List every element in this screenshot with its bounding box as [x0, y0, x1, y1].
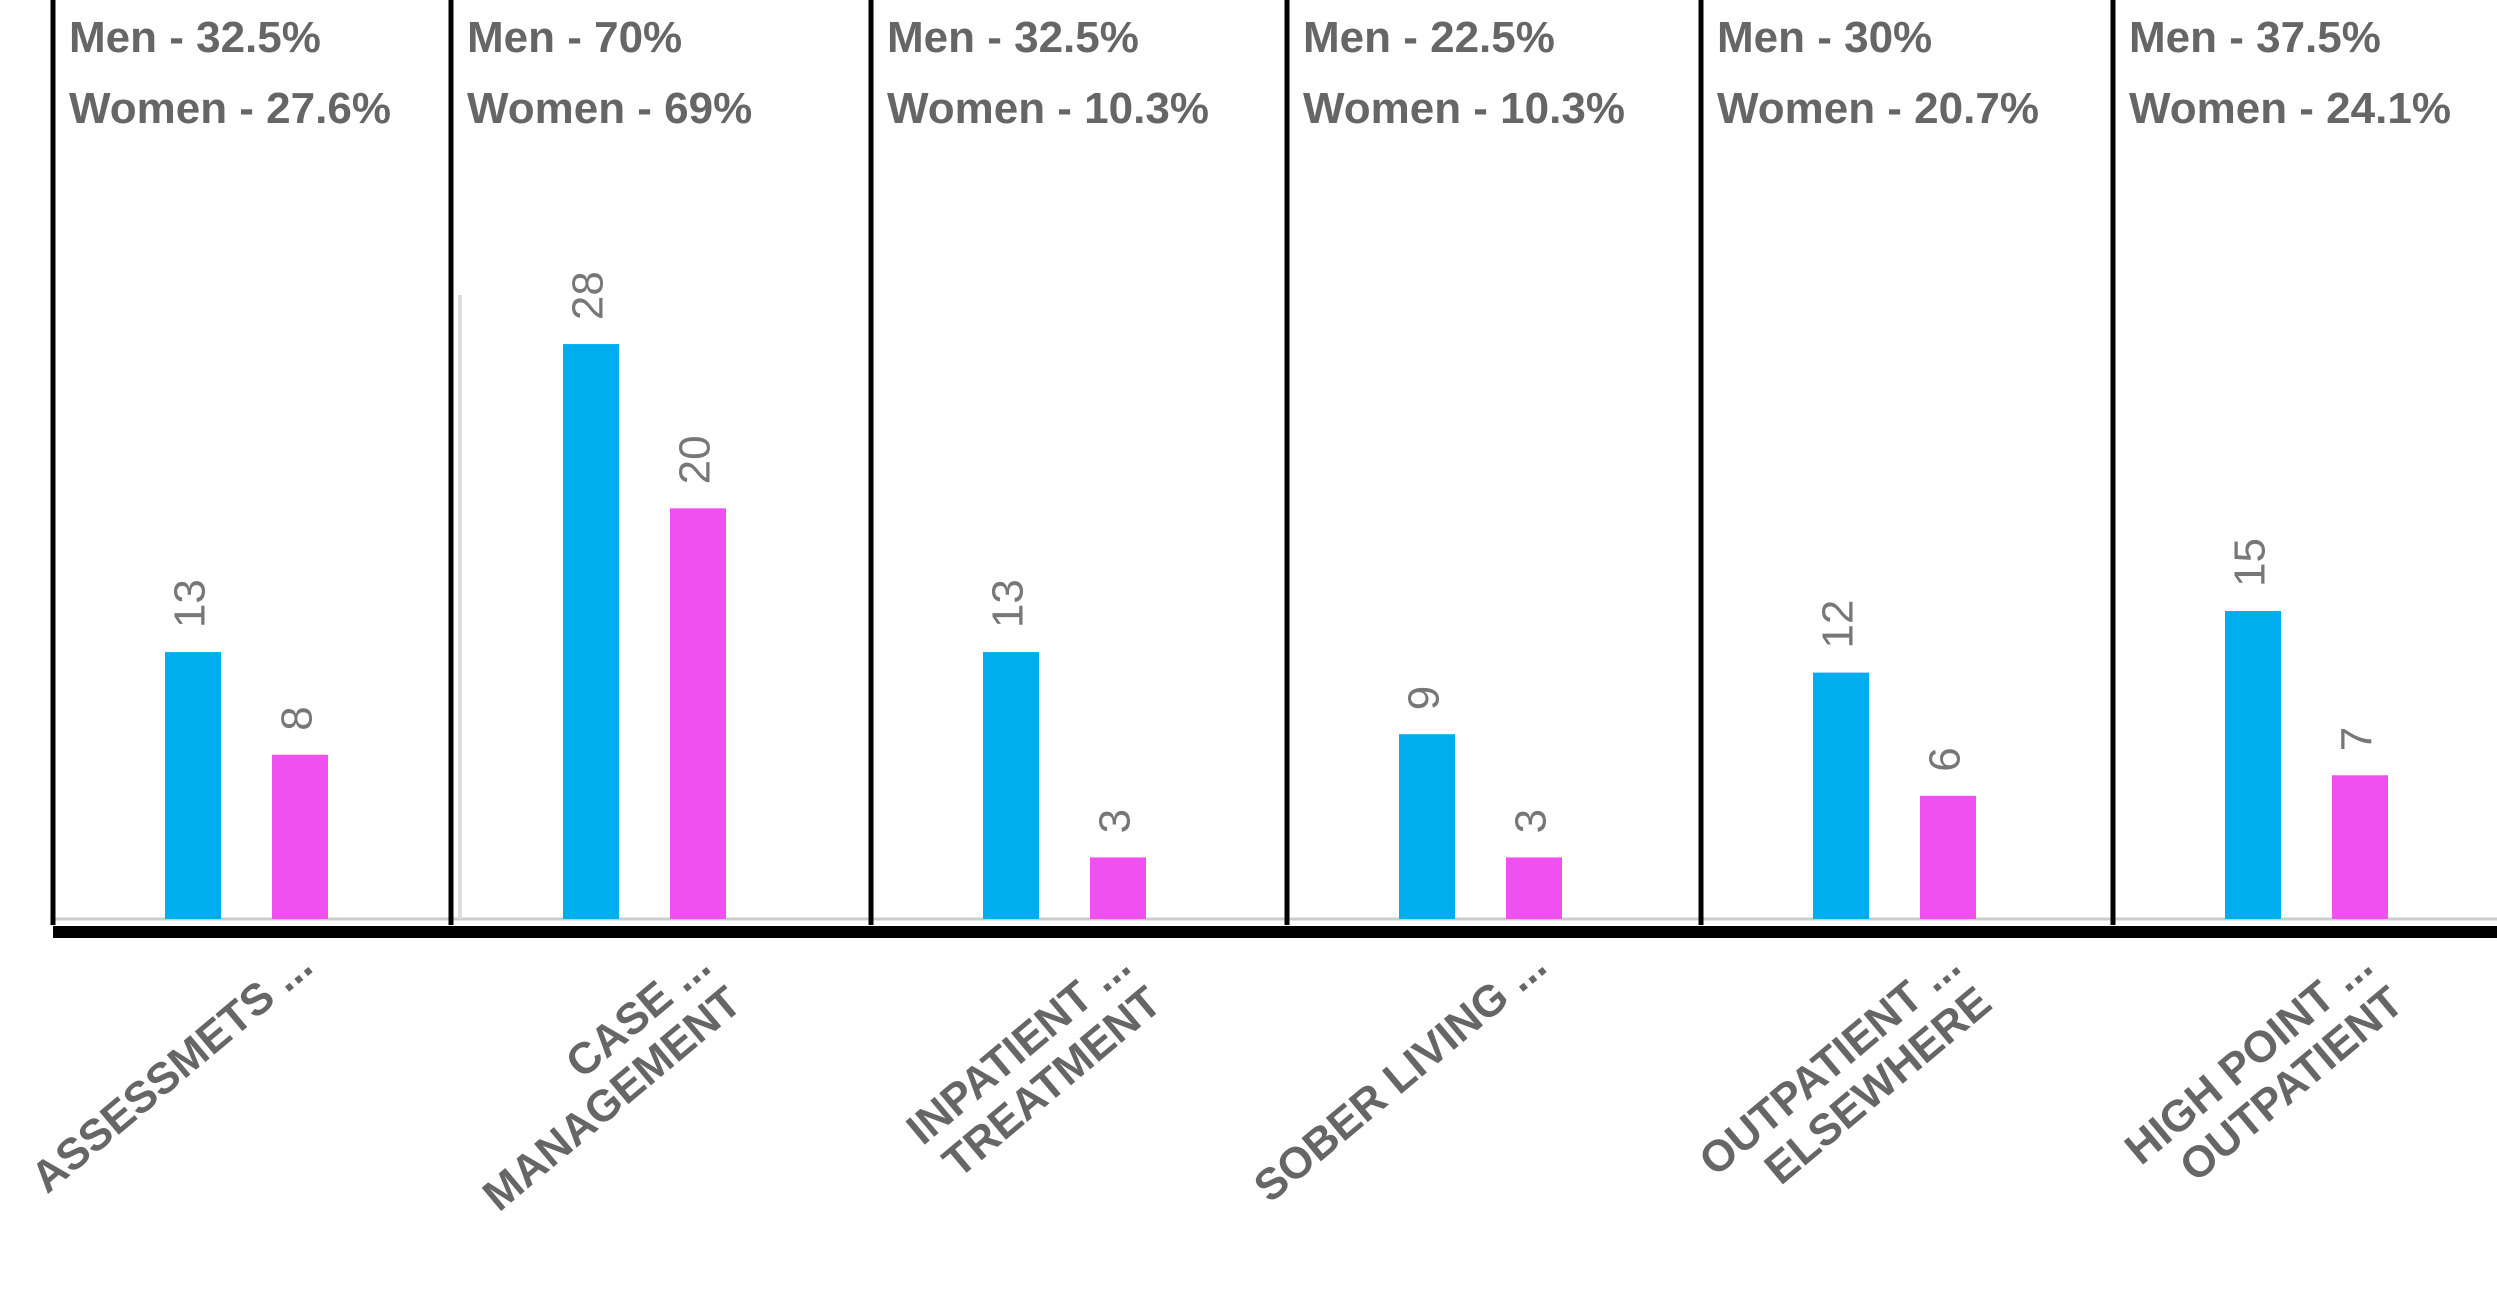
annotation: Men - 70%: [467, 13, 682, 62]
bar: [670, 508, 726, 919]
bar: [1399, 734, 1455, 919]
bar: [1090, 857, 1146, 919]
value-label: 7: [2333, 727, 2382, 751]
bar: [1506, 857, 1562, 919]
value-label: 28: [564, 271, 613, 320]
bar: [1920, 795, 1976, 919]
bar: [2225, 611, 2281, 919]
category-label: HIGH POINT ...OUTPATIENT: [2116, 940, 2413, 1211]
bar: [983, 652, 1039, 919]
annotation: Men - 30%: [1717, 13, 1932, 62]
category-label: OUTPATIENT ...ELSEWHERE: [1690, 940, 2000, 1223]
annotation: Women - 10.3%: [1303, 84, 1625, 133]
value-label: 13: [984, 579, 1033, 628]
value-label: 12: [1814, 600, 1863, 649]
bar: [272, 754, 328, 919]
bar: [563, 344, 619, 920]
category-label: SOBER LIVING ...: [1245, 940, 1556, 1212]
bar: [2332, 775, 2388, 919]
category-label: ASSESSMETS ...: [22, 940, 321, 1202]
annotation: Women - 69%: [467, 84, 752, 133]
annotation: Women - 27.6%: [69, 84, 391, 133]
value-label: 15: [2226, 538, 2275, 587]
value-label: 9: [1400, 686, 1449, 710]
category-label: CASE ...MANAGEMENT: [443, 940, 751, 1221]
category-label: INPATIENT ...TREATMENT: [898, 940, 1171, 1191]
bar: [1813, 672, 1869, 919]
annotation: Men - 22.5%: [1303, 13, 1555, 62]
annotation: Women - 24.1%: [2129, 84, 2451, 133]
annotation: Men - 32.5%: [887, 13, 1139, 62]
annotation: Women - 20.7%: [1717, 84, 2039, 133]
value-label: 3: [1091, 809, 1140, 833]
value-label: 6: [1921, 747, 1970, 771]
annotation: Women - 10.3%: [887, 84, 1209, 133]
value-label: 20: [671, 435, 720, 484]
value-label: 3: [1507, 809, 1556, 833]
annotation: Men - 32.5%: [69, 13, 321, 62]
value-label: 8: [273, 706, 322, 730]
annotation: Men - 37.5%: [2129, 13, 2381, 62]
bar: [165, 652, 221, 919]
value-label: 13: [166, 579, 215, 628]
